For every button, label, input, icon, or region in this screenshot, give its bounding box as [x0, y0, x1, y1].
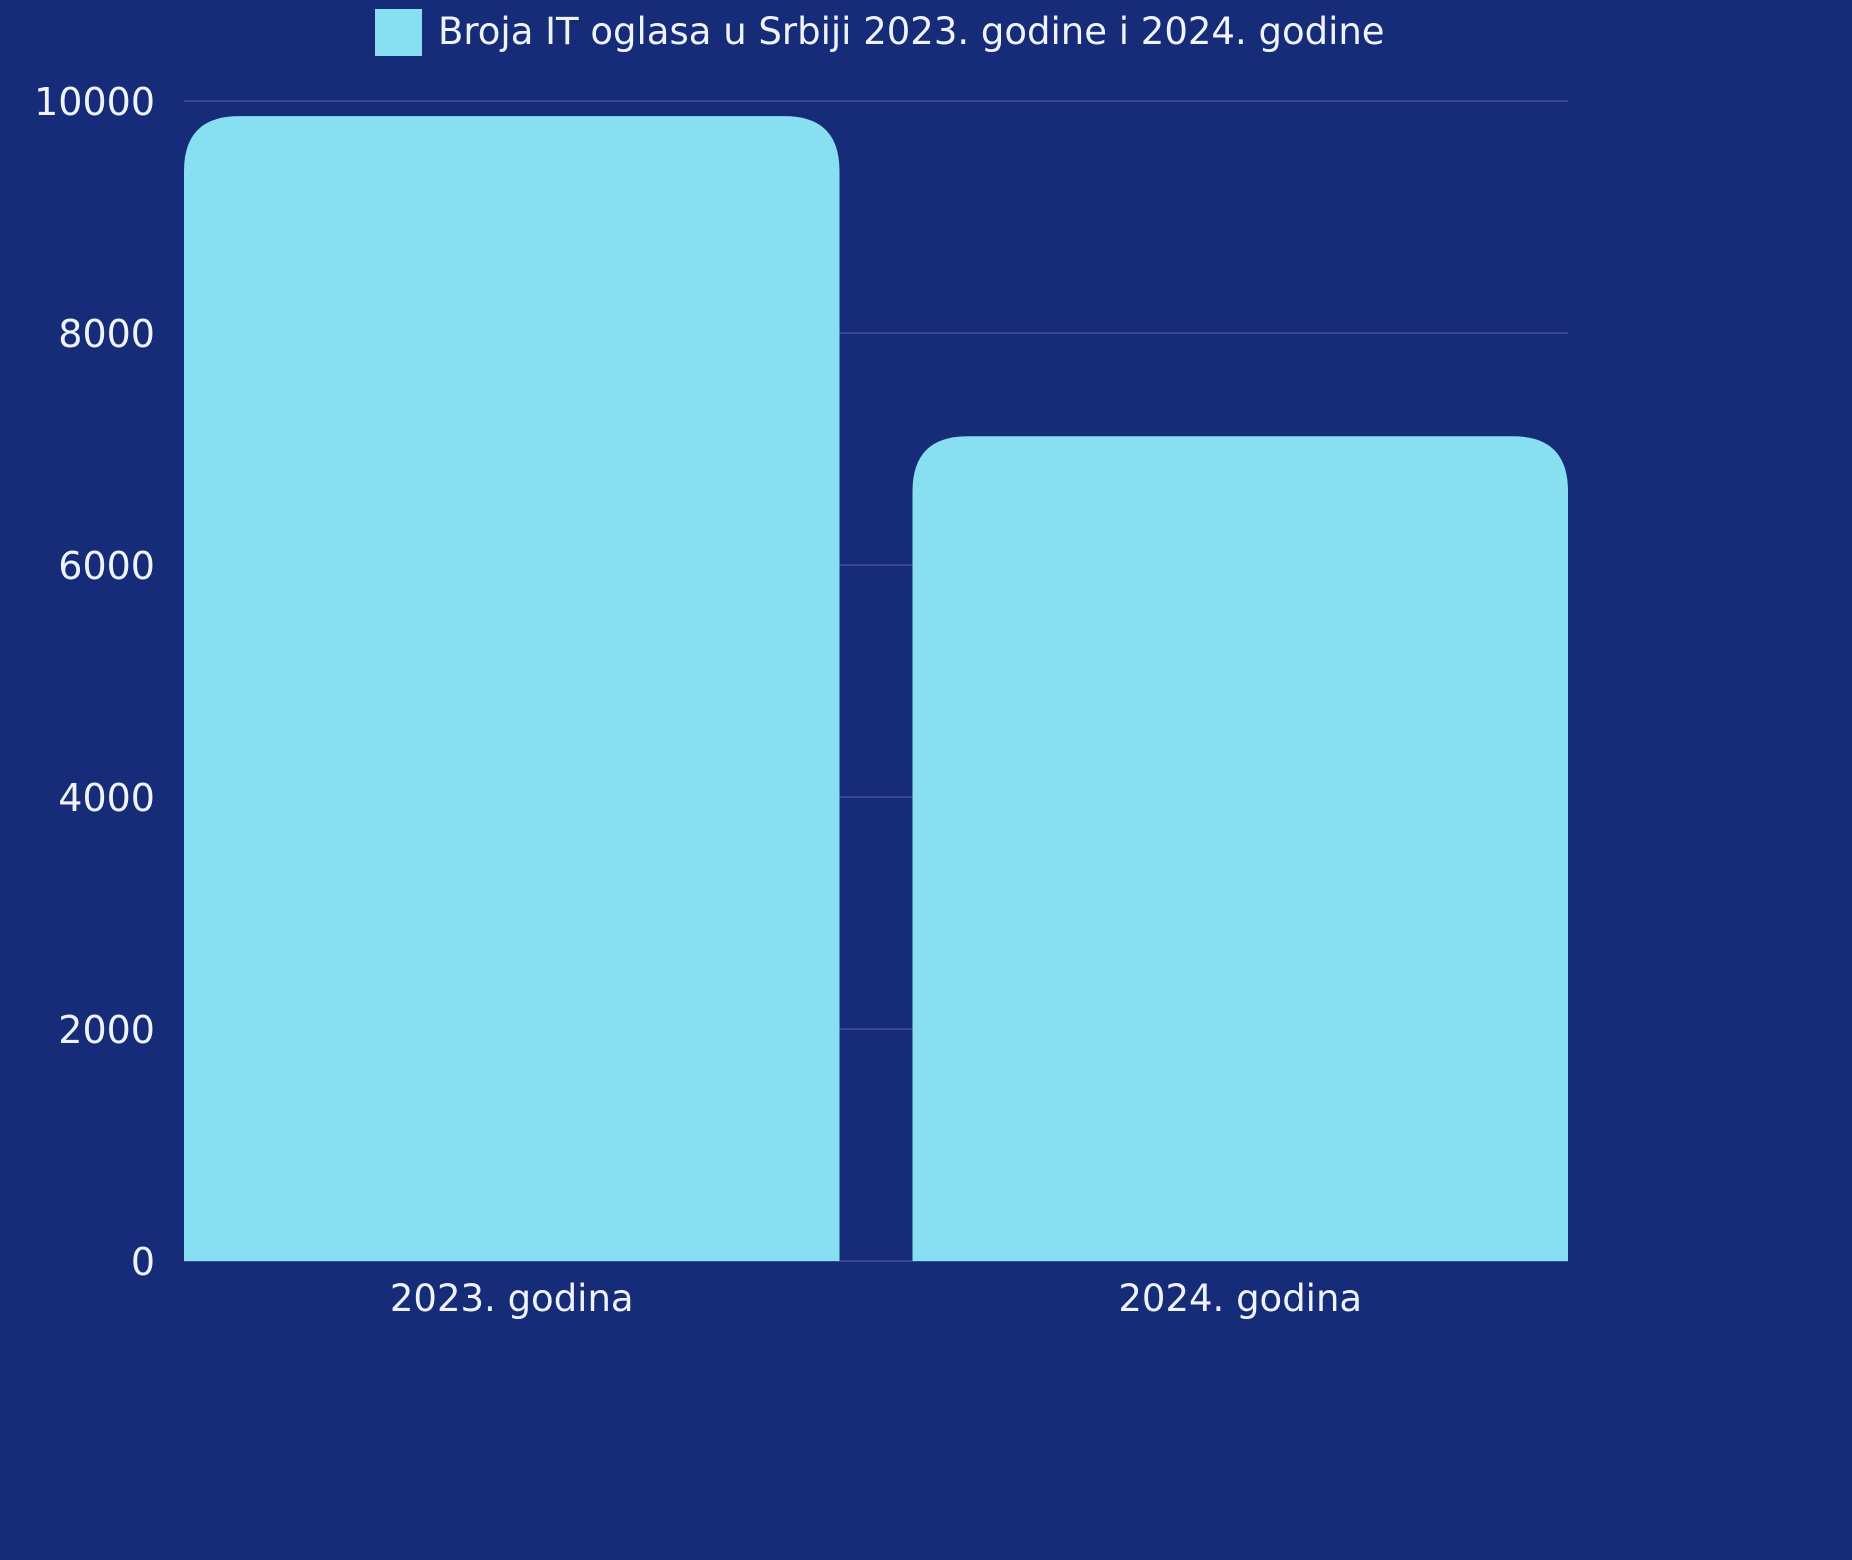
bars	[184, 116, 1568, 1262]
y-axis-ticks: 0 2000 4000 6000 8000 10000	[34, 80, 155, 1284]
x-category-label: 2023. godina	[390, 1277, 634, 1320]
y-tick-label: 2000	[58, 1008, 155, 1052]
legend-swatch	[375, 9, 422, 56]
y-tick-label: 8000	[58, 312, 155, 356]
bar-1	[184, 116, 840, 1262]
legend: Broja IT oglasa u Srbiji 2023. godine i …	[375, 9, 1385, 56]
legend-label: Broja IT oglasa u Srbiji 2023. godine i …	[438, 10, 1385, 53]
y-tick-label: 4000	[58, 776, 155, 820]
x-category-label: 2024. godina	[1118, 1277, 1362, 1320]
bar-chart: 0 2000 4000 6000 8000 10000 2023. godina 2024.…	[34, 9, 1568, 1320]
y-tick-label: 0	[131, 1240, 155, 1284]
x-axis-labels: 2023. godina 2024. godina	[390, 1277, 1362, 1320]
y-tick-label: 6000	[58, 544, 155, 588]
y-tick-label: 10000	[34, 80, 155, 124]
bar-2	[912, 436, 1568, 1261]
